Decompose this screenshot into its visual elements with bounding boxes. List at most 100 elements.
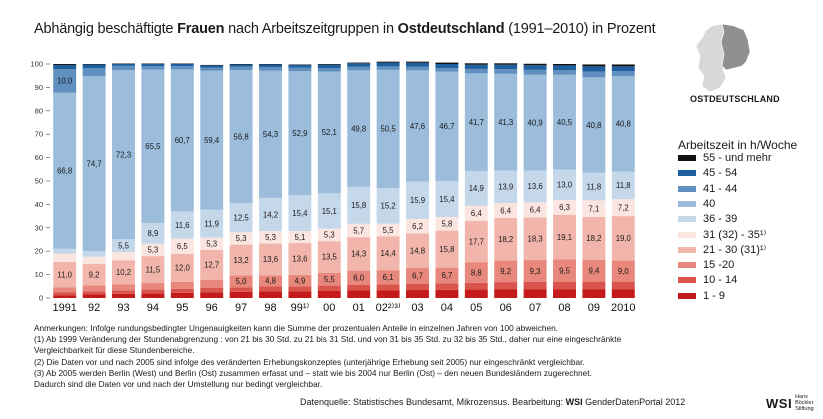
footnote-line: Anmerkungen: Infolge rundungsbedingter U… <box>34 323 558 333</box>
y-tick-label: 40 <box>35 200 43 209</box>
data-label: 14,9 <box>469 184 484 193</box>
logo-sub: Hans Böckler Stiftung <box>795 394 823 412</box>
data-label: 15,8 <box>439 245 454 254</box>
x-tick-label: 1991 <box>52 302 76 314</box>
legend-swatch <box>678 155 696 161</box>
x-tick-label: 03 <box>411 302 423 314</box>
legend-swatch <box>678 292 696 299</box>
bar-segment <box>611 71 635 77</box>
data-label: 5,0 <box>236 277 248 286</box>
chart-title: Abhängig beschäftigte Frauen nach Arbeit… <box>34 21 656 37</box>
bar-segment <box>435 283 459 290</box>
data-label: 6,4 <box>500 206 512 215</box>
x-tick-label: 93 <box>117 302 129 314</box>
bar-segment <box>464 205 488 221</box>
bar-segment <box>464 68 488 74</box>
data-label: 15,9 <box>410 196 425 205</box>
bar-segment <box>170 211 194 239</box>
bar-segment <box>200 67 224 71</box>
bar-segment <box>288 67 312 72</box>
bar-segment <box>611 76 635 172</box>
x-tick-label: 02²⁾³⁾ <box>376 302 401 314</box>
bar-segment <box>141 69 165 223</box>
bar-segment <box>347 223 371 238</box>
data-label: 15,1 <box>322 207 337 216</box>
bar-segment <box>170 281 194 289</box>
data-label: 72,3 <box>116 150 131 159</box>
x-tick-label: 92 <box>88 302 100 314</box>
data-label: 13,2 <box>234 256 249 265</box>
x-tick-label: 04 <box>441 302 453 314</box>
y-tick-label: 80 <box>35 106 43 115</box>
bar-segment <box>82 263 106 286</box>
bar-segment <box>406 181 429 219</box>
bar-segment <box>347 70 371 187</box>
bar-segment <box>376 62 400 67</box>
bar-segment <box>288 64 312 68</box>
bar-segment <box>229 291 253 298</box>
bar-segment <box>464 220 488 263</box>
y-tick-label: 20 <box>35 247 43 256</box>
x-tick-label: 94 <box>147 302 159 314</box>
data-label: 13,5 <box>322 253 338 262</box>
data-label: 5,1 <box>294 233 305 242</box>
bar-segment <box>288 291 312 298</box>
legend-label: 45 - 54 <box>703 167 738 180</box>
data-label: 40,8 <box>586 121 601 130</box>
bar-segment <box>582 66 606 72</box>
bar-segment <box>376 61 400 63</box>
data-label: 15,4 <box>439 195 455 204</box>
data-label: 6,4 <box>530 206 542 215</box>
data-label: 12,5 <box>234 213 250 222</box>
bar-segment <box>464 262 488 283</box>
bar-segment <box>259 197 282 232</box>
data-label: 49,8 <box>351 124 366 133</box>
legend-swatch <box>678 185 696 192</box>
bar-segment <box>317 64 341 68</box>
bar-segment <box>82 67 106 77</box>
data-label: 6,3 <box>559 203 570 212</box>
bar-segment <box>582 289 606 298</box>
footnote-line: (3) Ab 2005 werden Berlin (West) und Ber… <box>34 367 592 378</box>
bar-segment <box>611 281 635 290</box>
y-tick-label: 50 <box>35 177 43 186</box>
legend-item: 15 -20 <box>678 258 734 272</box>
data-label: 18,3 <box>528 234 543 243</box>
bar-segment <box>523 289 547 298</box>
bar-segment <box>376 66 400 70</box>
bar-segment <box>523 202 547 218</box>
legend-swatch <box>678 246 696 253</box>
bar-segment <box>494 217 518 261</box>
bar-segment <box>259 275 282 287</box>
bar-segment <box>582 71 606 78</box>
legend-item: 40 <box>678 197 715 211</box>
legend-swatch <box>678 170 696 177</box>
bar-segment <box>288 195 312 232</box>
bar-segment <box>229 70 253 203</box>
bar-segment <box>317 241 341 273</box>
data-label: 6,0 <box>353 273 365 282</box>
legend-label: 1 - 9 <box>703 289 726 302</box>
bar-segment <box>553 74 576 170</box>
bar-segment <box>200 209 224 238</box>
y-tick-label: 10 <box>35 270 43 279</box>
bar-segment <box>347 270 371 285</box>
bar-segment <box>464 63 488 65</box>
bar-segment <box>582 200 606 218</box>
bar-segment <box>229 232 253 245</box>
bar-segment <box>435 230 459 268</box>
data-label: 52,9 <box>292 129 307 138</box>
x-tick-label: 00 <box>323 302 335 314</box>
bar-segment <box>82 250 106 257</box>
data-label: 11,5 <box>146 265 161 274</box>
title-part: nach Arbeitszeitgruppen in <box>224 21 398 37</box>
y-tick-label: 60 <box>35 153 43 162</box>
bar-segment <box>229 287 253 292</box>
x-tick-label: 05 <box>470 302 482 314</box>
source-bold: WSI <box>565 397 583 407</box>
data-label: 12,7 <box>204 261 219 270</box>
data-label: 66,8 <box>57 167 72 176</box>
x-tick-label: 07 <box>529 302 541 314</box>
bar-segment <box>82 285 106 292</box>
bar-segment <box>464 289 488 298</box>
